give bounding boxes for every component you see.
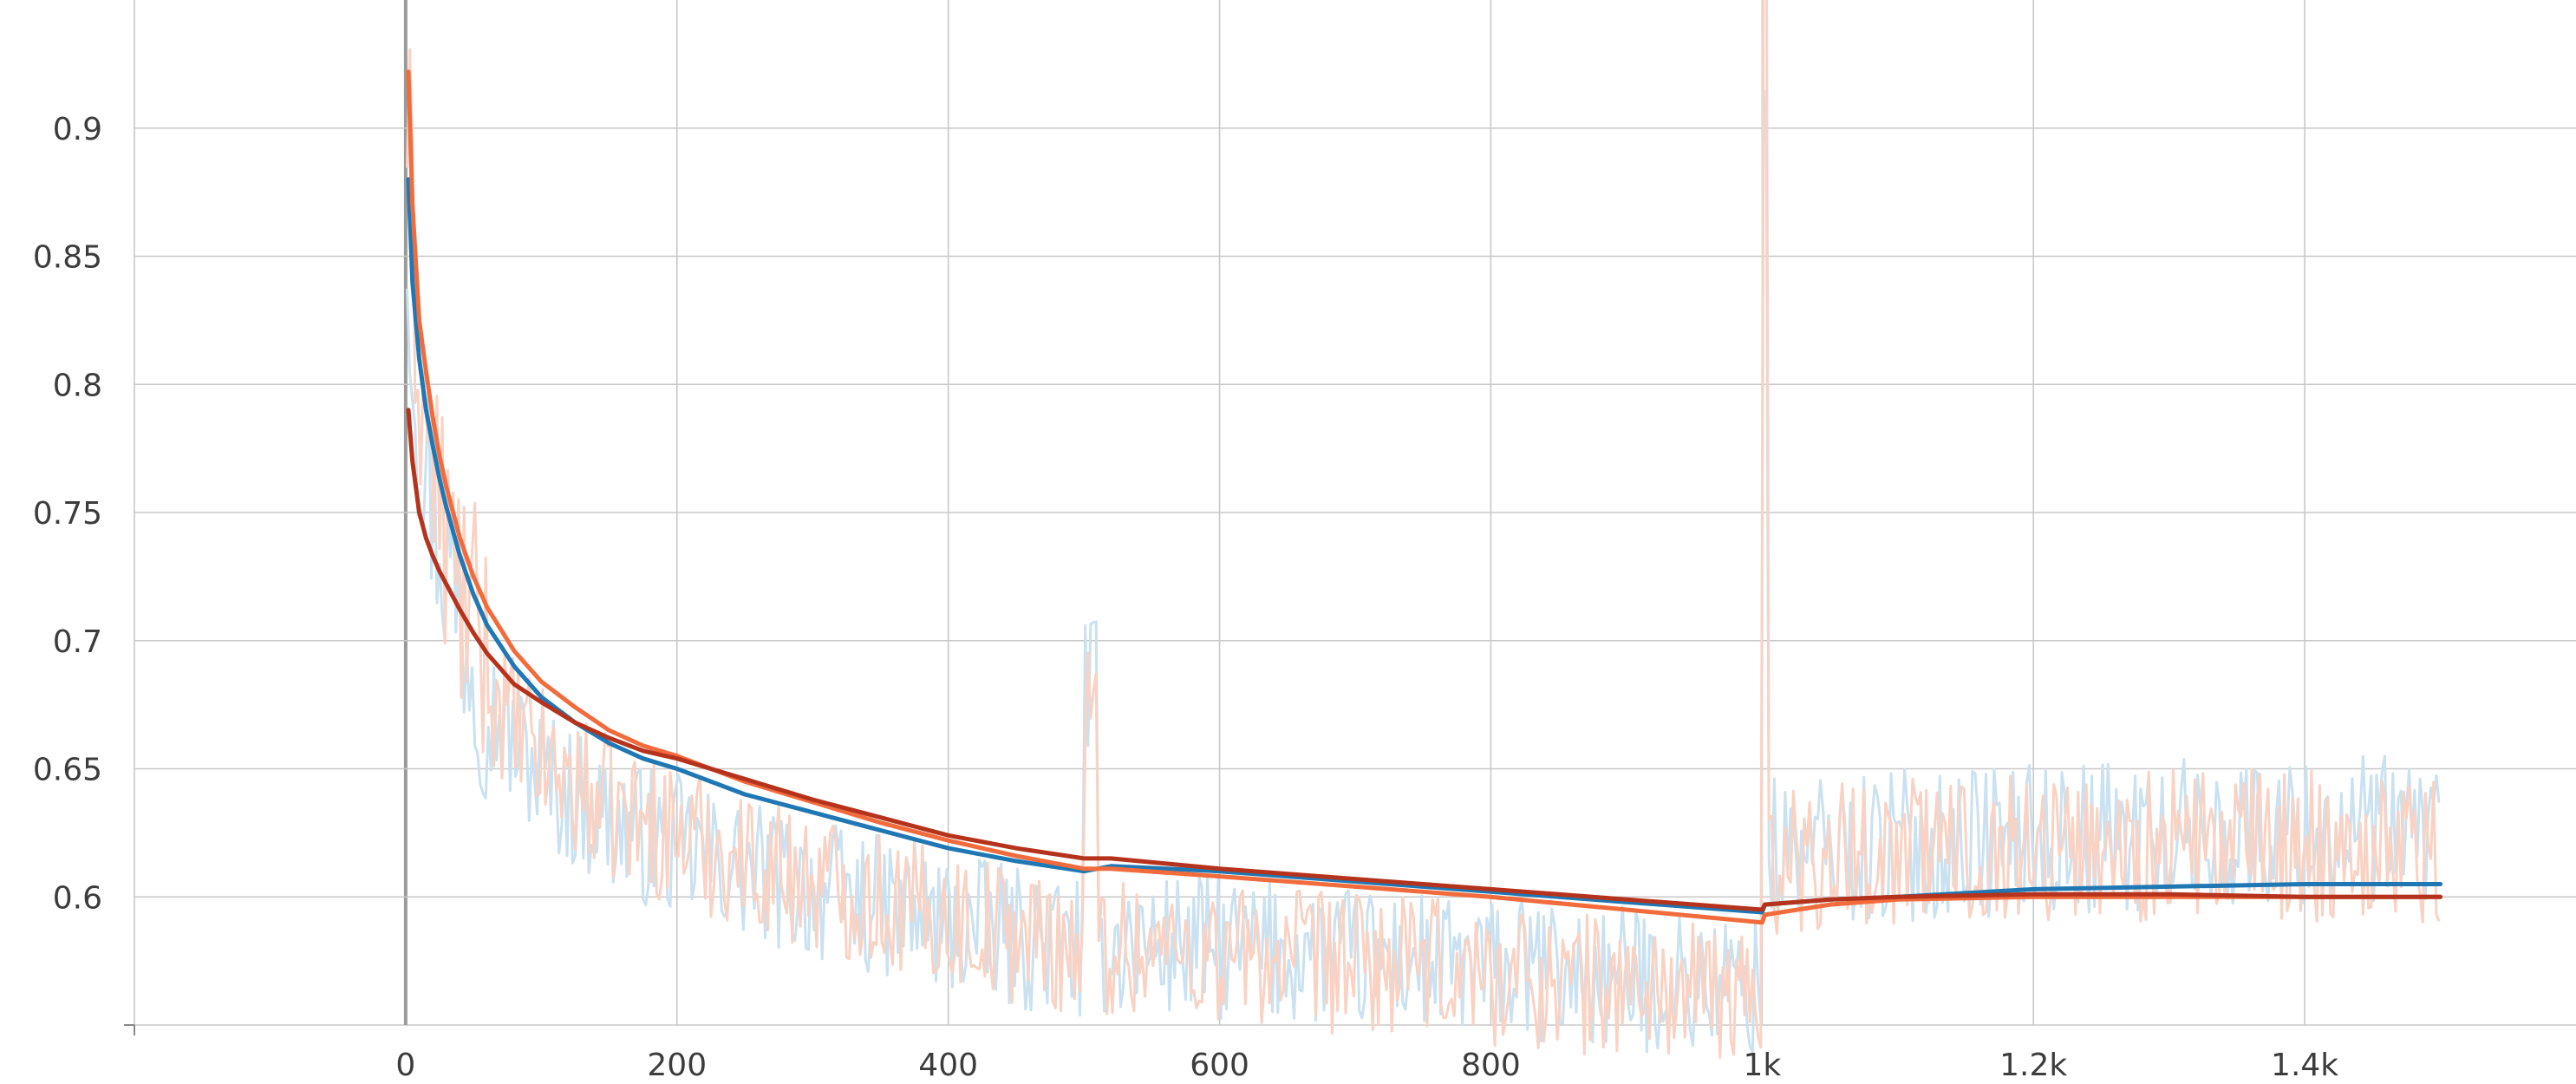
x-tick-label: 400 <box>918 1048 978 1083</box>
smoothed-series-line-2 <box>406 408 2443 912</box>
raw-series-layer <box>406 0 2441 1059</box>
x-tick-label: 200 <box>647 1048 707 1083</box>
y-tick-label: 0.9 <box>53 112 102 147</box>
smoothed-series-line-1 <box>406 69 2443 925</box>
y-tick-label: 0.7 <box>53 624 102 660</box>
x-tick-label: 0 <box>395 1048 415 1083</box>
tick-labels: 0 200 400 600 800 1k 1.2k 1.4k 0.6 0.65 0.7 0.75 0.8… <box>33 112 2338 1083</box>
x-tick-label: 1k <box>1743 1048 1781 1083</box>
y-tick-label: 0.65 <box>33 753 102 788</box>
raw-series-line-1 <box>406 0 2441 1059</box>
x-tick-label: 800 <box>1461 1048 1521 1083</box>
y-tick-label: 0.6 <box>53 880 102 916</box>
smoothed-series-layer <box>406 69 2443 925</box>
y-tick-label: 0.85 <box>33 240 102 276</box>
y-tick-label: 0.8 <box>53 368 102 403</box>
x-tick-label: 600 <box>1190 1048 1249 1083</box>
y-tick-label: 0.75 <box>33 496 102 532</box>
x-tick-label: 1.2k <box>1999 1048 2067 1083</box>
x-tick-label: 1.4k <box>2271 1048 2338 1083</box>
